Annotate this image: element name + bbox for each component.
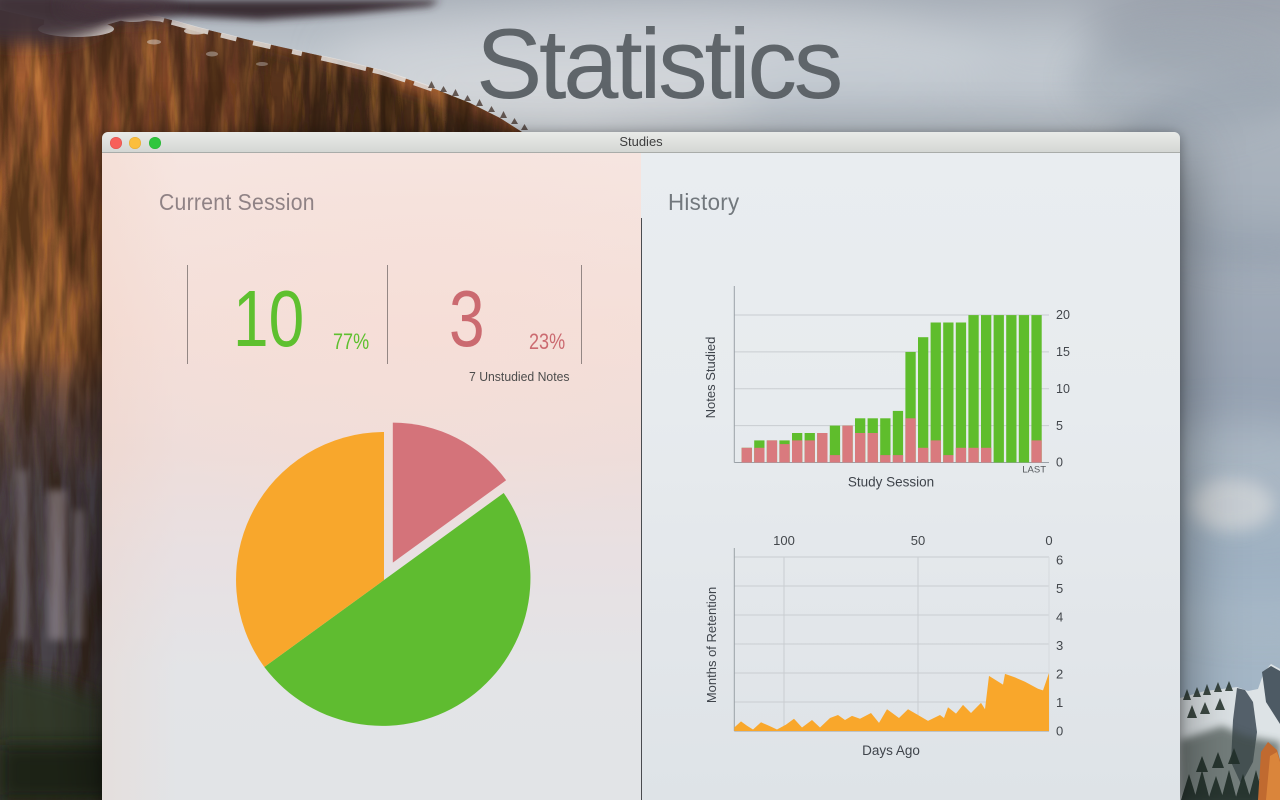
svg-text:100: 100 [773,533,795,548]
svg-text:0: 0 [1056,456,1063,470]
svg-text:5: 5 [1056,419,1063,433]
svg-text:Months of Retention: Months of Retention [704,587,719,703]
svg-text:LAST: LAST [1022,465,1046,476]
svg-text:3: 3 [1056,638,1063,653]
svg-text:10: 10 [1056,382,1070,396]
svg-text:4: 4 [1056,610,1063,625]
svg-text:50: 50 [911,533,925,548]
svg-text:20: 20 [1056,308,1070,322]
svg-text:Notes Studied: Notes Studied [703,337,718,419]
svg-text:0: 0 [1056,724,1063,739]
svg-text:0: 0 [1045,533,1052,548]
svg-text:2: 2 [1056,667,1063,682]
svg-text:Days Ago: Days Ago [862,743,920,758]
svg-text:Study Session: Study Session [848,475,934,490]
svg-text:5: 5 [1056,581,1063,596]
svg-text:6: 6 [1056,553,1063,568]
svg-text:15: 15 [1056,345,1070,359]
svg-text:1: 1 [1056,695,1063,710]
